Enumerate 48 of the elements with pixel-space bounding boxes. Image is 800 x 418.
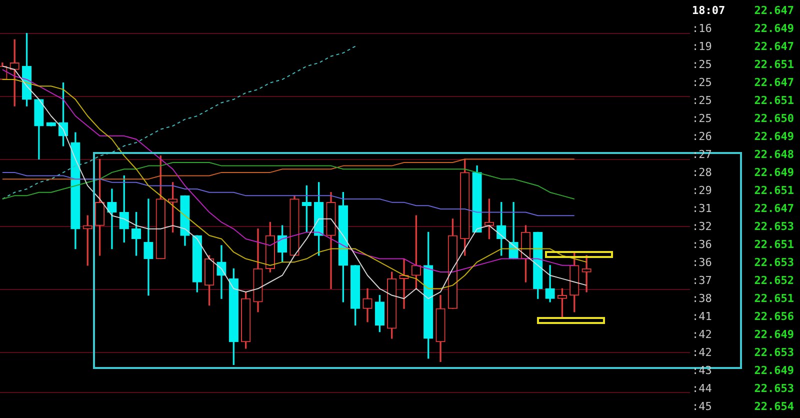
text: :16 [692,21,712,37]
text: :28 [692,165,712,181]
text: 22.649 [754,21,794,37]
text: :26 [692,129,712,145]
text: :36 [692,237,712,253]
text: 22.649 [754,327,794,343]
text: 22.651 [754,237,794,253]
text: 22.647 [754,75,794,91]
text: 22.653 [754,381,794,397]
text: 22.651 [754,291,794,307]
candlestick [107,188,117,250]
text: :25 [692,111,712,127]
text: 22.647 [754,3,794,19]
text: 22.651 [754,57,794,73]
text: :31 [692,201,712,217]
text: 22.653 [754,345,794,361]
text: 22.648 [754,147,794,163]
candlestick [399,258,409,309]
text: 22.649 [754,165,794,181]
candlestick [582,255,592,292]
text: :25 [692,75,712,91]
text: 22.656 [754,309,794,325]
text: 22.649 [754,129,794,145]
text: 22.651 [754,183,794,199]
text: :41 [692,309,712,325]
text: 22.654 [754,399,794,415]
text: 22.652 [754,273,794,289]
text: 22.650 [754,111,794,127]
text: :44 [692,381,712,397]
candlestick [144,198,154,296]
text: :42 [692,327,712,343]
text: :45 [692,399,712,415]
text: :19 [692,39,712,55]
text: :38 [692,291,712,307]
text: :32 [692,219,712,235]
text: :36 [692,255,712,271]
text: 22.647 [754,201,794,217]
text: 18:07 [692,3,726,19]
text: :25 [692,57,712,73]
text: 22.647 [754,39,794,55]
text: 22.649 [754,363,794,379]
text: :42 [692,345,712,361]
text: 22.651 [754,93,794,109]
text: 22.653 [754,219,794,235]
text: :29 [692,183,712,199]
text: 22.653 [754,255,794,271]
text: :25 [692,93,712,109]
text: :37 [692,273,712,289]
